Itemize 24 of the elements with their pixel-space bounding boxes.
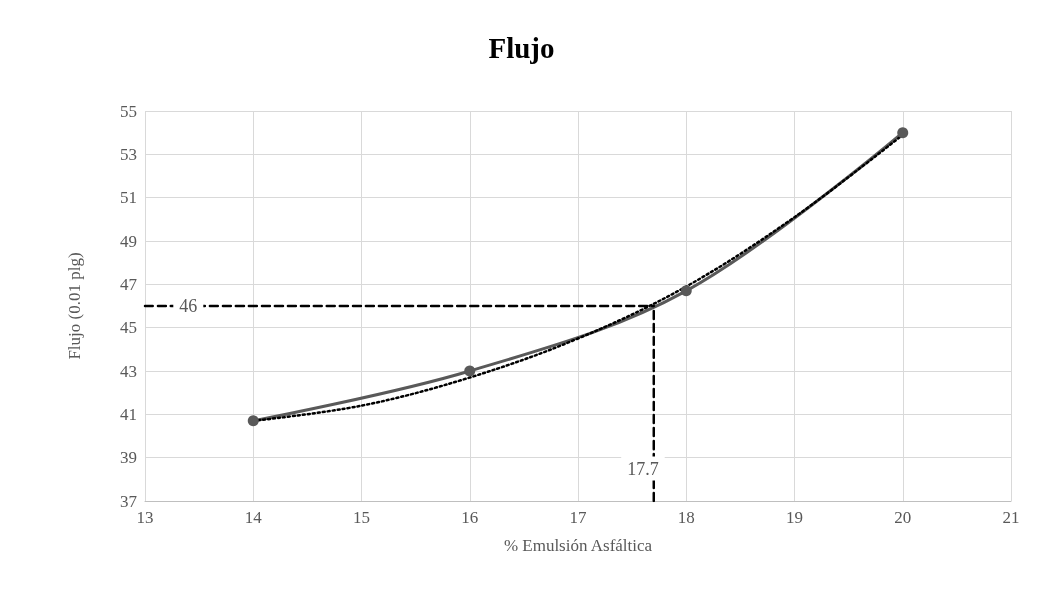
x-tick-label: 14	[244, 508, 263, 527]
x-axis-title: % Emulsión Asfáltica	[503, 536, 653, 555]
x-tick-label: 18	[677, 508, 695, 527]
y-tick-label: 47	[120, 274, 138, 294]
x-tick-label: 20	[894, 508, 912, 527]
y-axis-title: Flujo (0.01 plg)	[65, 252, 84, 360]
y-tick-label: 37	[120, 491, 138, 511]
x-tick-label: 19	[786, 508, 803, 527]
y-tick-label: 55	[120, 101, 137, 121]
y-tick-label: 41	[120, 404, 137, 424]
x-tick-label: 16	[461, 508, 479, 527]
annotation: 46	[179, 296, 198, 316]
x-tick-label: 17	[569, 508, 587, 527]
x-tick-label: 13	[136, 508, 154, 527]
y-tick-label: 43	[120, 361, 137, 381]
annotation: 17.7	[627, 458, 659, 479]
y-tick-label: 51	[120, 188, 137, 208]
y-tick-label: 53	[120, 144, 137, 164]
x-tick-label: 21	[1002, 508, 1020, 527]
x-tick-label: 15	[353, 508, 370, 527]
chart-title: Flujo	[488, 31, 555, 64]
y-tick-label: 49	[120, 231, 137, 251]
y-tick-label: 39	[120, 448, 137, 468]
y-tick-label: 45	[120, 318, 137, 338]
